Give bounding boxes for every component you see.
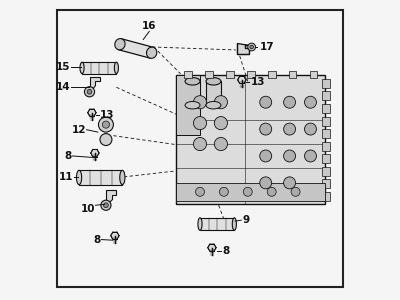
Ellipse shape xyxy=(206,101,221,109)
Ellipse shape xyxy=(115,39,125,50)
Text: 12: 12 xyxy=(72,125,86,135)
Ellipse shape xyxy=(80,62,84,74)
Text: 9: 9 xyxy=(242,215,250,225)
Bar xyxy=(310,71,317,78)
Circle shape xyxy=(101,200,111,210)
Circle shape xyxy=(194,137,206,151)
Bar xyxy=(82,62,116,74)
Circle shape xyxy=(260,123,272,135)
Ellipse shape xyxy=(146,47,157,58)
Circle shape xyxy=(194,117,206,130)
Ellipse shape xyxy=(232,218,236,230)
Text: 8: 8 xyxy=(222,246,230,256)
Bar xyxy=(176,183,326,201)
Bar xyxy=(206,81,221,105)
Circle shape xyxy=(284,96,296,108)
Bar xyxy=(184,71,192,78)
Ellipse shape xyxy=(185,78,200,85)
Text: 13: 13 xyxy=(100,110,114,120)
Polygon shape xyxy=(238,76,246,83)
Circle shape xyxy=(214,117,228,130)
Ellipse shape xyxy=(76,170,82,184)
Bar xyxy=(322,167,330,176)
Bar xyxy=(185,81,200,105)
Circle shape xyxy=(304,123,316,135)
Circle shape xyxy=(304,150,316,162)
Circle shape xyxy=(260,96,272,108)
Polygon shape xyxy=(111,232,119,239)
Text: 17: 17 xyxy=(260,42,274,52)
Text: 8: 8 xyxy=(64,151,72,161)
Bar xyxy=(205,71,213,78)
Bar xyxy=(322,179,330,188)
Bar xyxy=(200,218,234,230)
Bar xyxy=(289,71,296,78)
Circle shape xyxy=(250,45,254,49)
Bar xyxy=(322,79,330,88)
Text: 8: 8 xyxy=(94,235,101,244)
Circle shape xyxy=(260,177,272,189)
Circle shape xyxy=(284,123,296,135)
FancyBboxPatch shape xyxy=(176,75,200,135)
Polygon shape xyxy=(88,109,96,116)
Polygon shape xyxy=(208,244,216,251)
Polygon shape xyxy=(91,149,99,157)
Text: 15: 15 xyxy=(56,62,70,72)
Bar xyxy=(322,192,330,201)
Bar xyxy=(322,154,330,163)
Bar xyxy=(268,71,276,78)
Text: 14: 14 xyxy=(56,82,70,92)
Circle shape xyxy=(220,187,228,196)
Circle shape xyxy=(291,187,300,196)
Circle shape xyxy=(304,96,316,108)
Text: 11: 11 xyxy=(58,172,73,182)
Polygon shape xyxy=(237,43,249,54)
Text: 10: 10 xyxy=(80,204,95,214)
Bar xyxy=(226,71,234,78)
Ellipse shape xyxy=(206,78,221,85)
Bar xyxy=(322,142,330,151)
Circle shape xyxy=(87,89,92,94)
Polygon shape xyxy=(106,190,116,205)
Circle shape xyxy=(267,187,276,196)
Bar xyxy=(322,104,330,113)
Polygon shape xyxy=(90,77,100,92)
Circle shape xyxy=(84,87,94,97)
Bar xyxy=(79,170,122,184)
Circle shape xyxy=(194,96,206,109)
Circle shape xyxy=(284,177,296,189)
Bar xyxy=(322,92,330,100)
Circle shape xyxy=(214,96,228,109)
Text: 16: 16 xyxy=(142,21,156,31)
Circle shape xyxy=(100,134,112,146)
Ellipse shape xyxy=(120,170,125,184)
Bar xyxy=(322,129,330,138)
Circle shape xyxy=(98,117,114,132)
Circle shape xyxy=(284,150,296,162)
Circle shape xyxy=(248,43,256,51)
Text: 13: 13 xyxy=(251,77,265,87)
Circle shape xyxy=(104,203,108,208)
Circle shape xyxy=(102,121,110,128)
Circle shape xyxy=(196,187,204,196)
Ellipse shape xyxy=(114,62,118,74)
Ellipse shape xyxy=(185,101,200,109)
Circle shape xyxy=(214,137,228,151)
FancyBboxPatch shape xyxy=(176,75,326,204)
Polygon shape xyxy=(118,39,153,58)
Circle shape xyxy=(260,150,272,162)
Circle shape xyxy=(243,187,252,196)
Ellipse shape xyxy=(198,218,202,230)
Bar xyxy=(322,117,330,125)
Bar xyxy=(247,71,255,78)
